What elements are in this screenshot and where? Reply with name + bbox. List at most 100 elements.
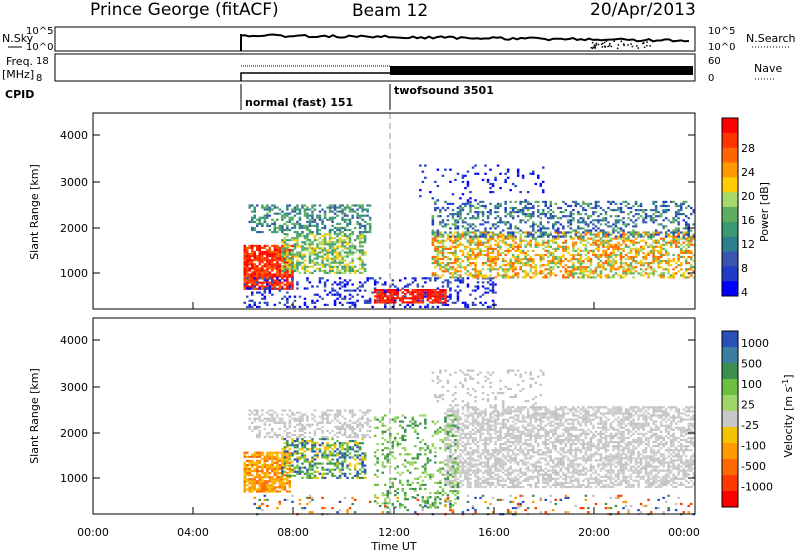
velocity-cell: [331, 474, 334, 477]
power-cell: [298, 218, 302, 221]
power-cell: [366, 301, 369, 304]
power-cell: [248, 303, 251, 306]
power-cell: [667, 270, 670, 273]
power-cell: [298, 295, 302, 298]
power-cell: [401, 299, 404, 302]
power-cell: [328, 243, 332, 246]
power-cell: [361, 267, 364, 270]
power-cell: [587, 255, 590, 259]
power-cell: [316, 267, 319, 270]
power-cell: [544, 241, 547, 244]
power-cell: [268, 271, 272, 274]
velocity-cell: [444, 447, 447, 450]
power-cell: [506, 233, 510, 236]
velocity-cell: [456, 420, 460, 423]
power-cell: [313, 251, 317, 254]
power-cell: [341, 265, 344, 268]
velocity-cell: [328, 462, 332, 465]
power-cell: [353, 265, 357, 268]
power-cell: [607, 221, 610, 224]
power-cell: [496, 202, 500, 205]
power-cell: [609, 268, 613, 271]
power-cell: [318, 295, 322, 298]
power-cell: [659, 251, 663, 254]
power-cell: [391, 299, 394, 302]
velocity-cell: [451, 412, 455, 415]
power-cell: [652, 247, 655, 250]
power-cell: [261, 222, 264, 225]
power-cell: [644, 258, 648, 261]
power-cell: [343, 283, 347, 286]
power-cell: [594, 233, 598, 236]
beam-title: Beam 12: [352, 1, 428, 21]
power-cell: [464, 227, 467, 230]
velocity-cell: [256, 476, 259, 479]
velocity-cell: [283, 466, 287, 469]
power-cell: [426, 297, 430, 300]
power-cell: [486, 276, 490, 279]
power-cell: [582, 227, 585, 230]
power-cell: [552, 266, 555, 269]
velocity-cell: [353, 444, 357, 447]
power-cell: [288, 257, 292, 260]
velocity-cell: [273, 431, 277, 435]
power-cell: [436, 245, 440, 248]
power-cell: [358, 281, 362, 284]
velocity-cell: [246, 470, 249, 473]
velocity-cell: [286, 427, 289, 430]
velocity-cell: [266, 474, 269, 477]
power-cell: [456, 297, 460, 300]
power-cell: [246, 295, 249, 298]
power-cell: [283, 303, 287, 306]
power-cell: [281, 281, 284, 284]
power-cell: [559, 270, 563, 273]
velocity-cell: [293, 468, 297, 471]
power-cell: [361, 218, 364, 221]
velocity-cell: [446, 473, 450, 476]
power-cell: [459, 274, 462, 277]
power-cell: [680, 202, 683, 205]
power-cell: [592, 206, 595, 210]
power-cell: [489, 231, 492, 234]
power-cell: [682, 200, 685, 203]
velocity-cell: [301, 425, 304, 428]
power-cell: [316, 216, 319, 219]
power-cell: [381, 293, 384, 296]
power-cell: [549, 245, 552, 248]
power-cell: [411, 291, 415, 294]
power-cell: [316, 293, 319, 296]
velocity-cell: [298, 417, 302, 420]
power-cell: [674, 211, 678, 214]
power-ylabel: Slant Range [km]: [28, 164, 41, 260]
power-cell: [692, 223, 695, 226]
velocity-cell: [321, 429, 324, 432]
velocity-cell: [256, 459, 259, 462]
power-cell: [333, 293, 337, 296]
power-cell: [669, 274, 673, 277]
power-cell: [521, 239, 525, 242]
velocity-cell: [363, 436, 367, 439]
power-cell: [326, 303, 329, 306]
power-cell: [592, 272, 595, 275]
velocity-cell: [336, 409, 339, 412]
power-cell: [248, 257, 251, 260]
power-cell: [612, 268, 615, 271]
power-cell: [622, 233, 625, 236]
colorbar-segment: [722, 207, 738, 223]
velocity-cell: [366, 429, 369, 432]
velocity-cell: [459, 438, 462, 442]
power-cell: [441, 295, 445, 298]
velocity-cell: [313, 442, 317, 445]
velocity-cell: [306, 472, 309, 475]
power-cell: [672, 239, 675, 242]
power-cell: [456, 293, 460, 296]
power-cell: [333, 249, 337, 252]
power-cell: [446, 281, 450, 284]
velocity-cell: [343, 460, 347, 463]
velocity-cell: [283, 421, 287, 424]
velocity-cell: [449, 410, 452, 413]
power-cell: [489, 289, 492, 292]
power-cell: [499, 266, 502, 269]
power-cell: [496, 245, 500, 248]
power-cell: [559, 211, 563, 214]
